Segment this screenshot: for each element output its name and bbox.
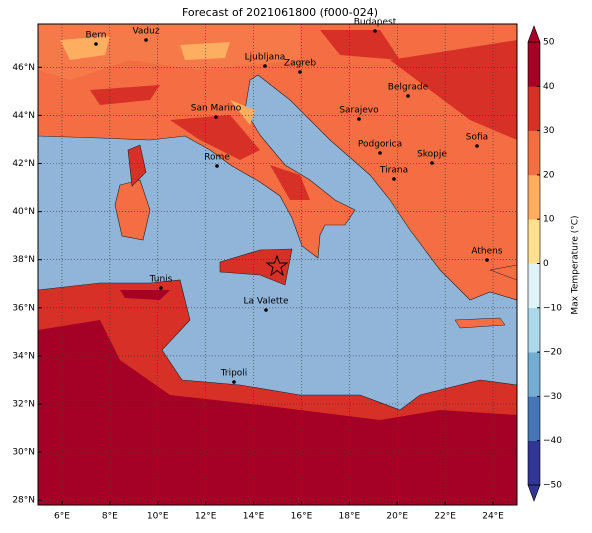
city-label: Zagreb: [284, 59, 316, 69]
city-dot: [378, 151, 382, 155]
x-tick-label: 18°E: [339, 512, 361, 522]
city-dot: [159, 286, 163, 290]
map-title: Forecast of 2021061800 (f000-024): [182, 6, 378, 19]
colorbar-bin: [528, 86, 540, 131]
city-dot: [475, 144, 479, 148]
africa-hot: [38, 290, 517, 505]
city-label: Vaduz: [132, 27, 159, 37]
colorbar-tick-label: 10: [543, 215, 555, 225]
colorbar-extend-top: [527, 25, 541, 43]
city-label: Sarajevo: [339, 106, 379, 116]
colorbar-tick-label: 20: [543, 170, 555, 180]
colorbar-extend-bottom: [527, 484, 541, 502]
colorbar-tick-label: −30: [543, 392, 562, 402]
y-tick-label: 44°N: [12, 111, 35, 121]
x-tick-label: 8°E: [102, 512, 118, 522]
x-tick-label: 16°E: [291, 512, 313, 522]
land-hot: [90, 30, 517, 200]
sicily: [219, 248, 293, 286]
graticule: [38, 24, 517, 505]
city-dot: [263, 64, 267, 68]
city-label: Athens: [471, 247, 502, 257]
colorbar-tick-label: −10: [543, 303, 562, 313]
colorbar-tick-label: 0: [543, 259, 549, 269]
greek-islands: [454, 264, 517, 329]
city-label: Tunis: [149, 275, 173, 285]
city-dot: [215, 164, 219, 168]
city-label: Belgrade: [388, 83, 429, 93]
y-tick-label: 46°N: [12, 63, 35, 73]
corsica: [127, 144, 147, 187]
y-tick-label: 28°N: [12, 496, 35, 506]
y-tick-label: 36°N: [12, 303, 35, 313]
y-tick-label: 30°N: [12, 448, 35, 458]
colorbar-bin: [528, 307, 540, 353]
city-label: San Marino: [191, 104, 242, 114]
colorbar-bin: [528, 263, 540, 309]
star-marker: [265, 254, 289, 277]
colorbar-tick-label: −20: [543, 348, 562, 358]
colorbar-bin: [528, 174, 540, 220]
land-cool: [60, 36, 255, 125]
city-label: Sofia: [466, 133, 488, 143]
y-tick-label: 34°N: [12, 351, 35, 361]
city-dot: [214, 115, 218, 119]
map-area: [38, 24, 517, 505]
city-label: La Valette: [244, 297, 289, 307]
colorbar-label: Max Temperature (°C): [571, 215, 581, 314]
colorbar-bin: [528, 42, 540, 87]
colorbar-bin: [528, 219, 540, 264]
x-tick-label: 12°E: [195, 512, 217, 522]
city-label: Ljubljana: [245, 53, 286, 63]
colorbar-bin: [528, 352, 540, 397]
map-frame: [37, 23, 518, 506]
city-label: Rome: [204, 153, 230, 163]
x-tick-label: 22°E: [434, 512, 456, 522]
y-tick-label: 42°N: [12, 159, 35, 169]
city-label: Tripoli: [220, 369, 248, 379]
city-dot: [144, 38, 148, 42]
city-dot: [264, 308, 268, 312]
city-dot: [298, 70, 302, 74]
x-tick-label: 6°E: [54, 512, 70, 522]
city-dot: [406, 94, 410, 98]
city-dot: [232, 380, 236, 384]
city-label: Bern: [86, 31, 107, 41]
city-dot: [373, 29, 377, 33]
city-dot: [357, 117, 361, 121]
city-label: Podgorica: [358, 140, 402, 150]
x-tick-label: 10°E: [147, 512, 169, 522]
colorbar-tick-label: −40: [543, 436, 562, 446]
colorbar-bin: [528, 396, 540, 441]
city-dot: [94, 42, 98, 46]
x-tick-label: 14°E: [243, 512, 265, 522]
y-tick-label: 32°N: [12, 399, 35, 409]
colorbar-tick-label: 40: [543, 82, 555, 92]
colorbar-bin: [528, 130, 540, 176]
colorbar-bin: [528, 440, 540, 486]
sardinia: [114, 179, 151, 241]
city-dot: [485, 258, 489, 262]
x-tick-label: 24°E: [482, 512, 504, 522]
city-label: Tirana: [379, 166, 408, 176]
y-tick-label: 40°N: [12, 207, 35, 217]
x-tick-label: 20°E: [386, 512, 408, 522]
city-label: Budapest: [354, 18, 397, 28]
city-label: Skopje: [417, 150, 447, 160]
y-tick-label: 38°N: [12, 255, 35, 265]
colorbar-tick-label: 30: [543, 126, 555, 136]
city-dot: [430, 161, 434, 165]
colorbar-tick-label: −50: [543, 481, 562, 491]
city-dot: [392, 177, 396, 181]
colorbar-tick-label: 50: [543, 38, 555, 48]
colorbar: −50 −40 −30 −20 −10 0 10 20 30 40 50: [527, 25, 562, 502]
